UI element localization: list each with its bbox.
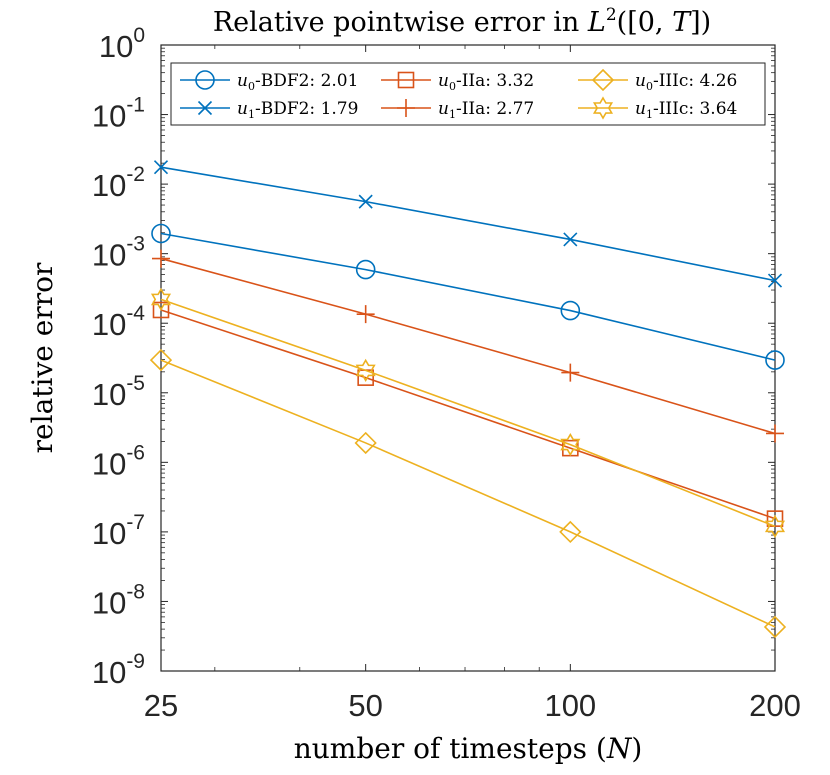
series-line-u0-BDF2 [160,232,776,361]
legend-entry-u0-IIIc: u0-IIIc: 4.26 [578,68,737,93]
y-tick-label: 10-3 [92,233,145,273]
series-u0-BDF2 [151,223,785,370]
x-axis-label: number of timesteps (N) [294,732,643,765]
data-point-u1-IIa [766,424,784,443]
legend-label: u0-BDF2: 2.01 [237,71,358,93]
series-line-u1-IIIc [160,298,776,528]
y-tick-label: 10-4 [92,302,145,342]
axis-ticks [160,44,776,672]
legend-marker [397,99,415,117]
series-u0-IIIc [149,348,787,639]
data-point-u1-IIa [356,305,375,324]
series-group [149,160,787,639]
legend-marker [197,100,213,116]
data-point-u0-BDF2 [560,300,581,321]
legend-entry-u0-IIa: u0-IIa: 3.32 [381,71,534,93]
y-tick-label: 10-2 [92,163,145,203]
data-point-u0-BDF2 [151,223,171,244]
series-line-u1-BDF2 [160,166,776,282]
x-tick-label: 200 [749,688,801,723]
plot-area [160,44,776,672]
data-point-u1-IIIc [355,358,376,382]
y-tick-label: 10-7 [92,511,145,551]
y-tick-label: 10-9 [92,650,145,690]
data-point-u0-IIIc [559,520,582,544]
legend: u0-BDF2: 2.01 u1-BDF2: 1.79 u0-IIa: 3.32 u1… [170,62,766,126]
legend-label: u1-IIIc: 3.64 [635,99,737,121]
series-line-u0-IIIc [160,359,776,628]
data-point-u1-IIIc [560,432,581,457]
legend-label: u0-IIIc: 4.26 [635,71,737,93]
legend-marker [592,96,614,120]
data-point-u0-BDF2 [765,350,785,370]
series-line-u1-IIa [160,257,776,435]
data-point-u0-IIIc [354,431,377,455]
x-tick-label: 25 [144,688,178,723]
legend-label: u0-IIa: 3.32 [438,71,534,93]
legend-entry-u1-IIIc: u1-IIIc: 3.64 [578,96,737,121]
y-tick-label: 10-8 [92,580,145,620]
x-tick-label: 100 [544,688,596,723]
legend-label: u1-BDF2: 1.79 [237,99,358,121]
y-tick-label: 10-1 [92,94,145,134]
x-tick-labels: 25 50 100 200 [144,688,801,723]
y-axis-label: relative error [26,262,59,453]
data-point-u0-IIIc [763,615,787,639]
legend-entry-u0-BDF2: u0-BDF2: 2.01 [180,70,358,93]
data-point-u0-IIIc [149,348,173,372]
data-point-u1-BDF2 [767,273,783,288]
series-line-u0-IIa [160,309,776,520]
chart-title: Relative pointwise error in L2([0, T]) [213,5,711,38]
data-point-u0-BDF2 [355,259,376,280]
data-point-u1-BDF2 [358,194,373,209]
data-point-u1-IIIc [150,287,172,311]
series-u1-IIa [152,249,784,443]
data-point-u1-BDF2 [153,160,169,175]
data-point-u1-IIa [152,249,170,268]
y-tick-label: 100 [99,24,145,64]
data-point-u1-IIIc [764,514,786,538]
y-tick-label: 10-6 [92,441,145,481]
data-point-u0-IIa [152,301,170,319]
series-u1-BDF2 [153,160,783,288]
legend-entry-u1-IIa: u1-IIa: 2.77 [381,99,534,121]
data-point-u1-IIa [561,363,580,382]
legend-label: u1-IIa: 2.77 [438,99,534,121]
x-tick-label: 50 [348,688,382,723]
legend-box [170,62,766,126]
y-tick-labels: 10-9 10-8 10-7 10-6 10-5 10-4 10-3 10-2 10-1 100 [92,24,145,690]
series-u1-IIIc [150,287,786,538]
legend-marker [591,68,615,92]
legend-marker [397,71,415,89]
legend-marker [195,70,215,90]
y-tick-label: 10-5 [92,372,145,412]
data-point-u1-BDF2 [563,232,578,247]
legend-entry-u1-BDF2: u1-BDF2: 1.79 [180,99,358,121]
